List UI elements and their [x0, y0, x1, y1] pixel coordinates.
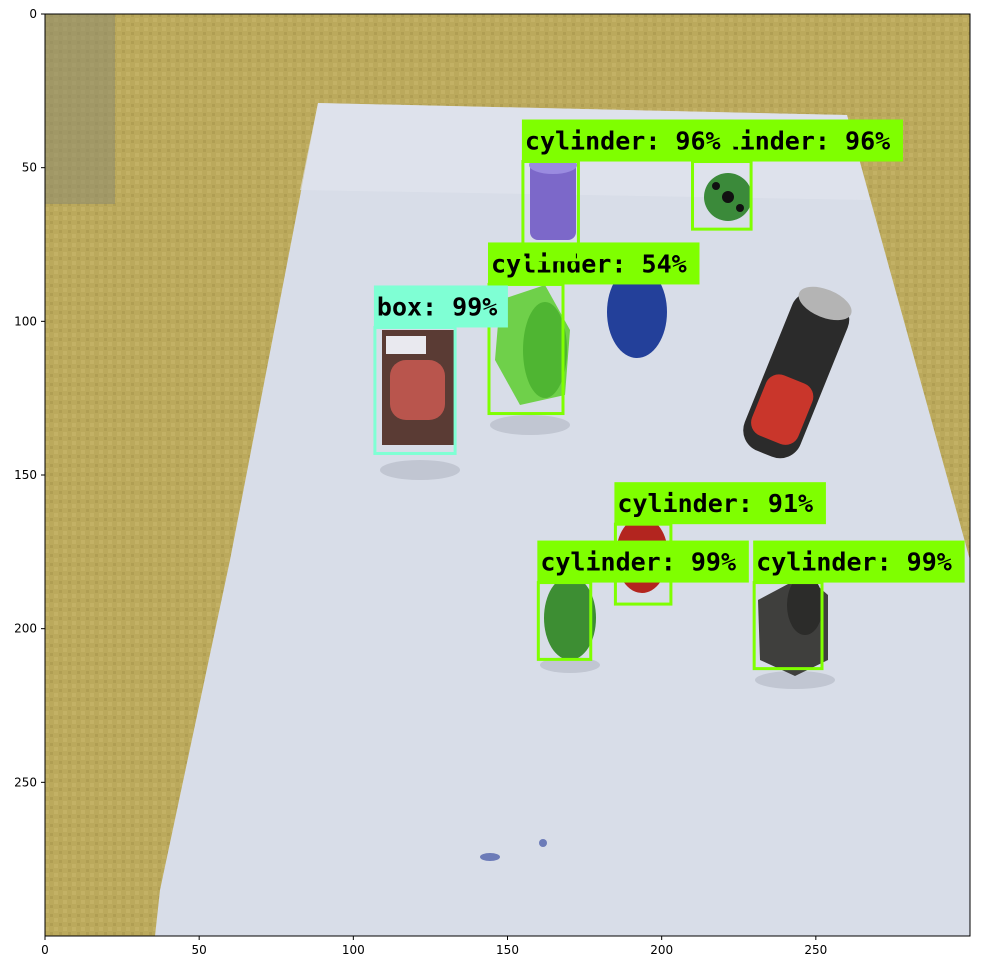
- detection-label: cylinder: 99%: [756, 548, 952, 577]
- detection-label-bg: [753, 540, 965, 583]
- y-tick-label: 100: [14, 314, 37, 328]
- y-axis: 0 50 100 150 200 250: [14, 7, 45, 789]
- x-tick-label: 50: [192, 943, 207, 957]
- detection-label: cylinder: 99%: [540, 548, 736, 577]
- detection-label-bg: [614, 482, 826, 525]
- x-tick-label: 150: [496, 943, 519, 957]
- x-tick-label: 250: [804, 943, 827, 957]
- y-tick-label: 250: [14, 775, 37, 789]
- y-tick-label: 150: [14, 468, 37, 482]
- paper-sheet: [155, 103, 970, 936]
- photo-scene: cylinder: 96% cylinder: 54% box: 99% cylind…: [45, 14, 970, 936]
- x-tick-label: 0: [41, 943, 49, 957]
- green-ball: [544, 576, 596, 660]
- detection-box: box: 99%: [373, 285, 508, 455]
- detection-label: cylinder: 96%: [525, 127, 721, 156]
- y-tick-label: 50: [22, 161, 37, 175]
- x-tick-label: 200: [650, 943, 673, 957]
- detection-cylinder: cylinder: 91%: [613, 482, 826, 606]
- detection-label-bg: [537, 540, 749, 583]
- energy-can: [743, 286, 852, 459]
- y-tick-label: 0: [29, 7, 37, 21]
- blue-ball: [607, 266, 667, 358]
- detection-layer: cylinder: 96% cylinder: 54% box: 99% cylind…: [373, 119, 965, 671]
- detection-box: [521, 160, 580, 262]
- detection-label-bg: [521, 119, 734, 162]
- detection-cylinder: cylinder: 96%: [521, 119, 734, 262]
- detection-cylinder: cylinder: 99%: [752, 540, 965, 671]
- detection-label: box: 99%: [377, 292, 497, 321]
- detection-label-bg: [373, 285, 508, 328]
- detection-label: cylinder: 91%: [617, 489, 813, 518]
- detection-cylinder: cylinder: 99%: [536, 540, 749, 661]
- detection-label: cylinder: 54%: [491, 249, 687, 278]
- detection-box: [691, 160, 753, 231]
- x-tick-label: 100: [342, 943, 365, 957]
- purple-cup: [530, 160, 576, 240]
- x-axis: 0 50 100 150 200 250: [41, 936, 827, 957]
- y-tick-label: 200: [14, 622, 37, 636]
